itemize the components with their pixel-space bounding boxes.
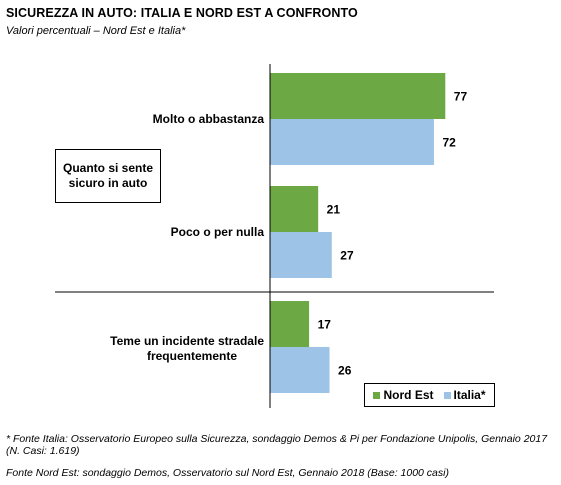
legend-swatch-italia — [443, 391, 451, 399]
legend-item-italia: Italia* — [443, 388, 486, 402]
chart-title: SICUREZZA IN AUTO: ITALIA E NORD EST A C… — [6, 6, 358, 20]
data-label-italia-1: 72 — [442, 136, 456, 150]
data-label-italia-2: 27 — [340, 249, 354, 263]
data-label-nord-est-3: 17 — [318, 318, 332, 332]
category-label-2: Poco o per nulla — [171, 225, 265, 239]
data-label-italia-3: 26 — [338, 364, 352, 378]
legend: Nord Est Italia* — [364, 383, 495, 407]
bar-nord-est-3 — [270, 301, 310, 347]
data-label-nord-est-2: 21 — [327, 203, 341, 217]
footnote-fonte-nord-est: Fonte Nord Est: sondaggio Demos, Osserva… — [6, 467, 449, 479]
category-label-1: Molto o abbastanza — [153, 112, 265, 126]
question-box: Quanto si sente sicuro in auto — [55, 149, 161, 203]
bar-nord-est-2 — [270, 186, 319, 232]
chart-subtitle: Valori percentuali – Nord Est e Italia* — [6, 25, 186, 37]
footnote-fonte-italia: * Fonte Italia: Osservatorio Europeo sul… — [6, 433, 548, 457]
legend-label-nord-est: Nord Est — [383, 388, 434, 402]
bar-italia-2 — [270, 232, 332, 278]
legend-swatch-nord-est — [373, 391, 381, 399]
bar-italia-3 — [270, 347, 330, 393]
legend-item-nord-est: Nord Est — [373, 388, 434, 402]
legend-label-italia: Italia* — [453, 388, 486, 402]
data-label-nord-est-1: 77 — [454, 90, 468, 104]
category-label-3-line-1: Teme un incidente stradale — [110, 334, 264, 348]
bar-nord-est-1 — [270, 73, 446, 119]
category-label-3-line-2: frequentemente — [147, 349, 237, 363]
bar-italia-1 — [270, 119, 434, 165]
